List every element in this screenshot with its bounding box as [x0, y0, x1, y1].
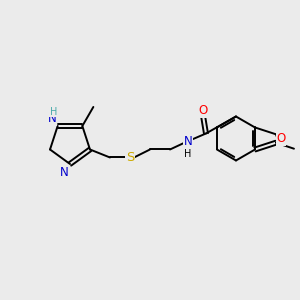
Text: O: O — [198, 104, 208, 117]
Text: O: O — [276, 132, 286, 145]
Text: N: N — [60, 166, 69, 179]
Text: N: N — [48, 112, 57, 125]
Text: S: S — [126, 151, 134, 164]
Text: H: H — [50, 107, 57, 117]
Text: H: H — [184, 149, 192, 160]
Text: N: N — [184, 135, 192, 148]
